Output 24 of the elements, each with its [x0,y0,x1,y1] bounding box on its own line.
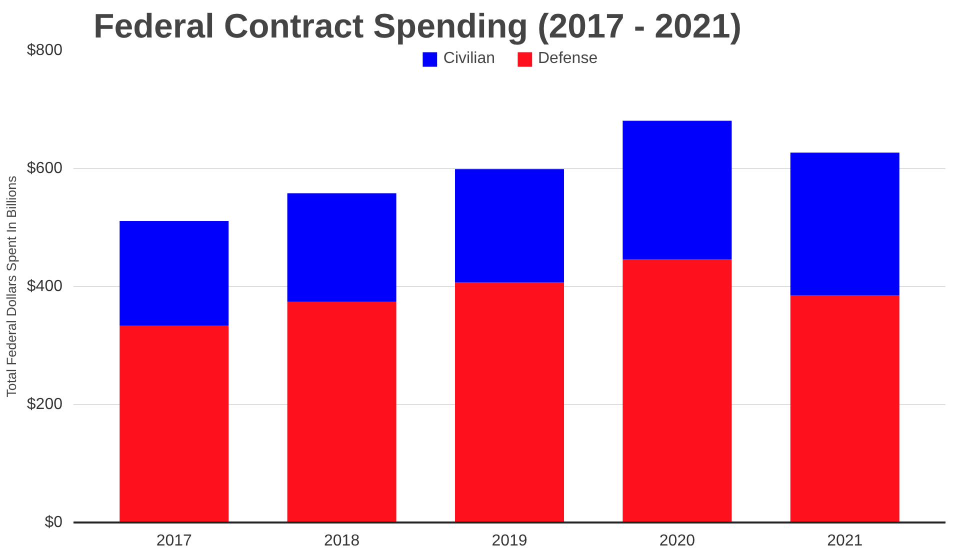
x-tick-label: 2017 [156,532,192,550]
bar [790,152,900,296]
bar [120,325,229,522]
x-tick-label: 2020 [659,532,696,550]
y-tick-label: $600 [26,160,63,177]
y-axis-title: Total Federal Dollars Spent In Billions [4,175,19,398]
bar [622,120,732,260]
bar [455,282,564,522]
x-tick-label: 2021 [827,532,863,550]
y-tick-label: $400 [26,278,63,295]
y-tick-label: $0 [44,514,63,531]
x-tick-label: 2019 [492,532,528,550]
legend-label: Civilian [443,50,495,68]
y-tick-label: $200 [26,396,63,413]
x-tick-label: 2018 [324,532,360,550]
bar [287,302,396,522]
bar [622,259,732,522]
bar [455,169,564,282]
y-tick-label: $800 [26,42,63,59]
bar [120,221,229,326]
bar [287,193,396,302]
chart-title: Federal Contract Spending (2017 - 2021) [94,8,742,46]
legend-label: Defense [538,50,598,68]
bar [790,295,900,522]
